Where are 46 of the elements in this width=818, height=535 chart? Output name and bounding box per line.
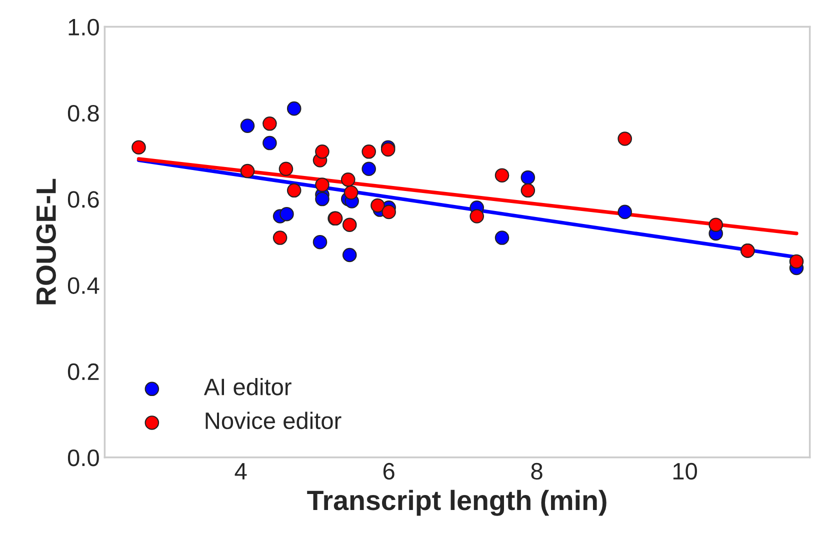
- x-tick-label: 8: [531, 462, 542, 480]
- x-axis-title: Transcript length (min): [307, 490, 606, 516]
- legend-label: Novice editor: [206, 412, 342, 430]
- point: [520, 183, 536, 198]
- point: [494, 230, 510, 245]
- point: [362, 144, 376, 159]
- point: [380, 142, 396, 157]
- point: [312, 234, 328, 250]
- point: [618, 204, 632, 220]
- point: [618, 132, 632, 146]
- point: [370, 198, 385, 213]
- point: [240, 118, 255, 133]
- point: [340, 172, 356, 187]
- y-tick-label: 0.2: [68, 363, 99, 380]
- y-tick-label: 0.6: [68, 191, 99, 208]
- x-tick-label: 10: [673, 462, 697, 480]
- point: [494, 168, 510, 182]
- point: [344, 185, 358, 200]
- point: [382, 204, 396, 220]
- point: [789, 254, 804, 269]
- point: [286, 183, 302, 198]
- y-tick-label: 1.0: [68, 18, 99, 36]
- point: [315, 178, 330, 192]
- point: [262, 136, 277, 150]
- point: [278, 162, 294, 176]
- point: [708, 218, 723, 232]
- point: [315, 144, 330, 159]
- point: [262, 116, 277, 131]
- point: [520, 170, 536, 185]
- legend-label: AI editor: [204, 378, 292, 396]
- point: [362, 162, 376, 176]
- y-tick-label: 0.4: [68, 277, 100, 294]
- y-tick-label: 0.0: [68, 449, 99, 466]
- y-axis-title: ROUGE-L: [36, 178, 56, 304]
- point: [470, 209, 484, 224]
- point: [342, 248, 357, 262]
- point: [240, 164, 255, 178]
- x-tick-label: 4: [234, 463, 247, 480]
- point: [315, 192, 330, 206]
- point: [286, 101, 302, 116]
- point: [342, 218, 357, 232]
- point: [132, 140, 146, 154]
- point: [280, 206, 294, 222]
- x-tick-label: 6: [383, 462, 394, 480]
- point: [272, 230, 288, 245]
- y-tick-label: 0.8: [68, 104, 99, 122]
